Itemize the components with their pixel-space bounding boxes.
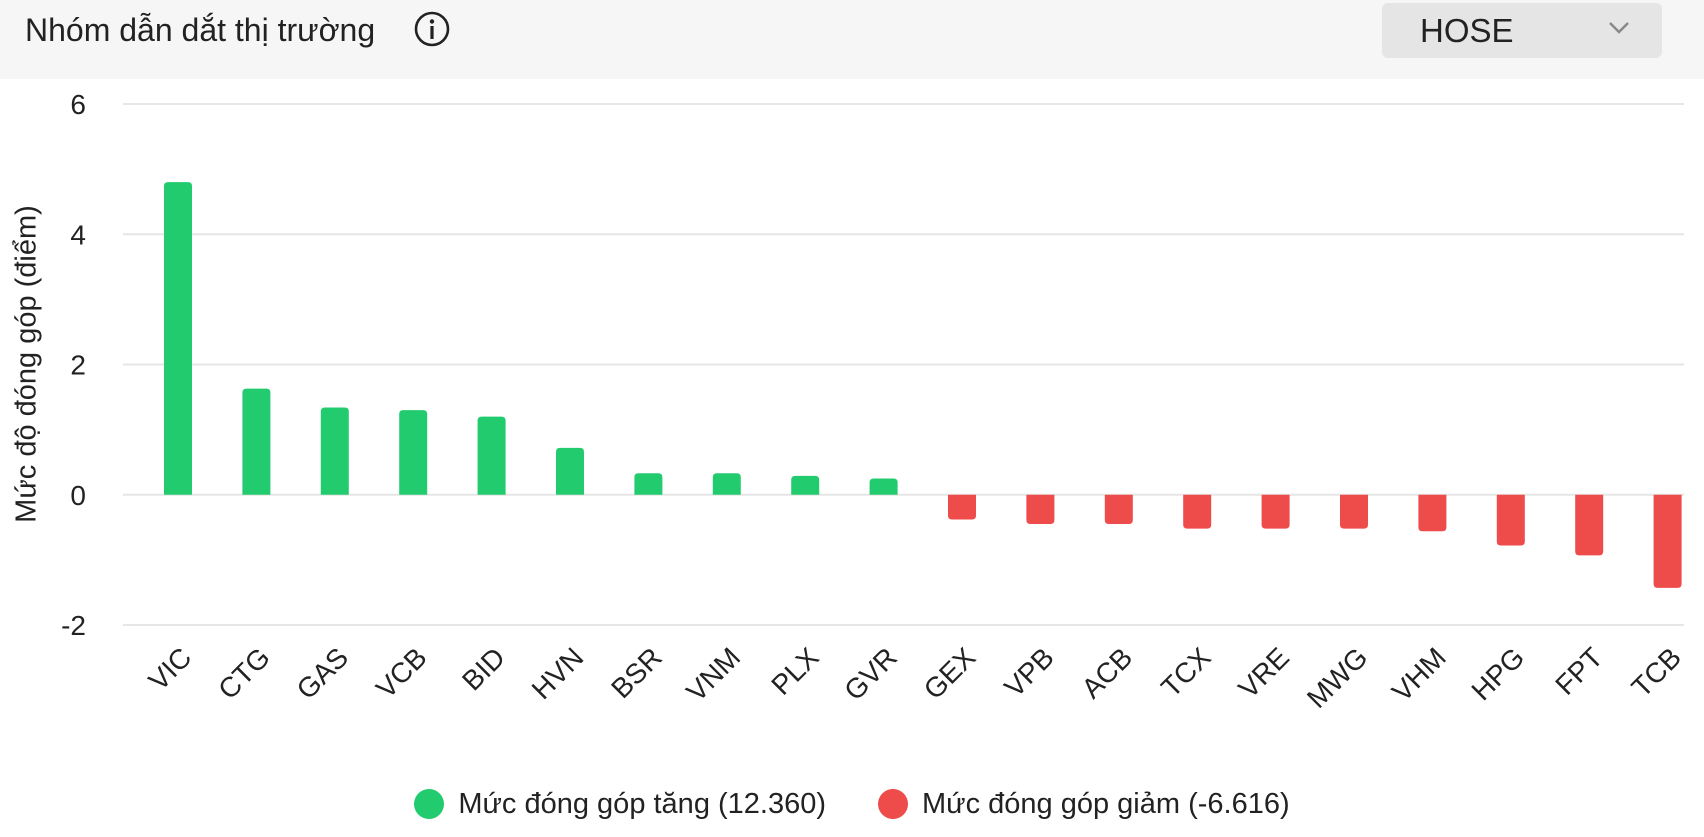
x-tick-label-tcb: TCB	[1626, 642, 1688, 704]
x-tick-label-vcb: VCB	[370, 642, 433, 705]
chevron-down-icon	[1609, 22, 1629, 34]
bar-fpt[interactable]	[1575, 494, 1604, 556]
x-tick-label-vnm: VNM	[680, 642, 746, 708]
legend-marker-decrease	[878, 789, 909, 819]
x-tick-label-gvr: GVR	[838, 642, 903, 707]
bar-hpg[interactable]	[1496, 494, 1525, 546]
legend-label-increase: Mức đóng góp tăng (12.360)	[458, 787, 827, 820]
bar-tcb[interactable]	[1653, 494, 1682, 588]
x-tick-label-acb: ACB	[1076, 642, 1139, 705]
legend-marker-increase	[414, 789, 445, 819]
x-tick-label-ctg: CTG	[212, 642, 276, 706]
x-tick-label-gex: GEX	[918, 641, 982, 705]
y-tick-label: 0	[70, 480, 86, 511]
bar-gvr[interactable]	[869, 478, 898, 495]
bar-acb[interactable]	[1104, 494, 1133, 525]
bar-bid[interactable]	[477, 416, 506, 495]
x-tick-label-bid: BID	[456, 642, 511, 697]
bar-plx[interactable]	[791, 475, 820, 495]
bar-hvn[interactable]	[556, 447, 584, 495]
bar-vcb[interactable]	[399, 410, 428, 495]
y-tick-label: -2	[61, 610, 86, 641]
x-tick-label-gas: GAS	[291, 642, 355, 706]
x-tick-label-bsr: BSR	[605, 642, 668, 705]
x-tick-label-tcx: TCX	[1155, 641, 1217, 703]
legend: Mức đóng góp tăng (12.360) Mức đóng góp …	[0, 780, 1704, 828]
bar-mwg[interactable]	[1340, 494, 1368, 529]
bar-vnm[interactable]	[712, 473, 741, 495]
y-axis-ticks: 6 4 2 0 -2	[61, 89, 86, 641]
y-axis-label: Mức độ đóng góp (điểm)	[11, 205, 43, 523]
chart-header: Nhóm dẫn dắt thị trường HOSE	[0, 0, 1704, 79]
bar-bsr[interactable]	[634, 473, 663, 495]
bar-vhm[interactable]	[1418, 494, 1447, 532]
legend-label-decrease: Mức đóng góp giảm (-6.616)	[922, 787, 1290, 820]
info-circle-icon[interactable]	[413, 10, 451, 48]
exchange-select[interactable]: HOSE	[1382, 3, 1662, 58]
y-tick-label: 6	[70, 89, 86, 120]
x-tick-label-hvn: HVN	[526, 642, 590, 706]
x-tick-label-hpg: HPG	[1465, 642, 1530, 707]
y-tick-label: 2	[70, 350, 86, 381]
x-axis-ticks: VIC CTG GAS VCB BID HVN BSR VNM PLX GVR GEX VPB ACB T…	[143, 641, 1688, 714]
bar-vic[interactable]	[164, 182, 192, 495]
bar-gex[interactable]	[948, 494, 976, 520]
bar-gas[interactable]	[320, 407, 349, 495]
bar-ctg[interactable]	[242, 388, 271, 495]
legend-item-decrease[interactable]: Mức đóng góp giảm (-6.616)	[878, 788, 1290, 821]
x-tick-label-vhm: VHM	[1386, 642, 1452, 708]
x-tick-label-fpt: FPT	[1549, 642, 1608, 701]
bar-vpb[interactable]	[1026, 494, 1055, 525]
legend-item-increase[interactable]: Mức đóng góp tăng (12.360)	[414, 788, 826, 821]
chart-title: Nhóm dẫn dắt thị trường	[25, 12, 376, 48]
exchange-select-value: HOSE	[1420, 12, 1514, 49]
x-tick-label-vpb: VPB	[998, 642, 1060, 704]
x-tick-label-vre: VRE	[1232, 642, 1295, 705]
bars	[164, 182, 1682, 588]
x-tick-label-vic: VIC	[143, 642, 198, 697]
y-tick-label: 4	[70, 219, 86, 250]
bar-tcx[interactable]	[1183, 494, 1212, 529]
bar-vre[interactable]	[1261, 494, 1290, 529]
x-tick-label-plx: PLX	[765, 641, 825, 701]
x-tick-label-mwg: MWG	[1301, 642, 1374, 715]
grid-lines	[123, 103, 1684, 626]
